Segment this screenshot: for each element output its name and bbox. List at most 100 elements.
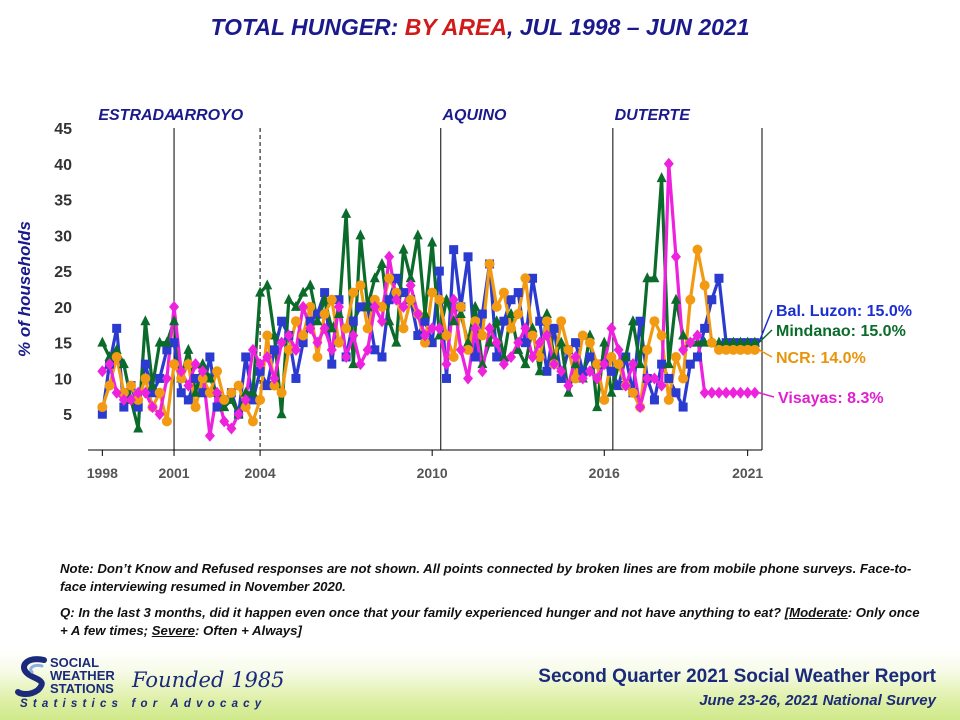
data-point-circle: [685, 294, 696, 305]
data-point-triangle: [398, 243, 409, 254]
x-tick-label: 2021: [732, 465, 763, 481]
footer-banner: SOCIAL WEATHER STATIONS Founded 1985 Sta…: [0, 650, 960, 720]
data-point-triangle: [721, 336, 732, 347]
data-point-diamond: [470, 322, 481, 335]
data-point-triangle: [549, 350, 560, 361]
data-point-diamond: [498, 358, 509, 371]
data-point-circle: [713, 344, 724, 355]
data-point-diamond: [369, 300, 380, 313]
data-point-triangle: [534, 365, 545, 376]
data-point-triangle: [627, 315, 638, 326]
y-tick-label: 15: [54, 336, 72, 353]
data-point-square: [678, 402, 688, 412]
data-point-diamond: [520, 322, 531, 335]
data-point-circle: [154, 387, 165, 398]
data-point-square: [255, 366, 265, 376]
data-point-square: [477, 309, 487, 319]
president-label: AQUINO: [442, 107, 508, 124]
org-name-line2: WEATHER: [50, 668, 115, 683]
data-point-circle: [240, 402, 251, 413]
data-point-square: [614, 381, 624, 391]
data-point-diamond: [434, 322, 445, 335]
series-end-label: Bal. Luzon: 15.0%: [776, 303, 912, 320]
data-point-circle: [333, 337, 344, 348]
data-point-square: [241, 352, 251, 362]
data-point-triangle: [649, 272, 660, 283]
data-point-circle: [527, 330, 538, 341]
data-point-square: [377, 352, 387, 362]
data-point-square: [248, 395, 258, 405]
data-point-diamond: [240, 393, 251, 406]
org-name: SOCIAL WEATHER STATIONS: [50, 656, 115, 695]
data-point-square: [348, 316, 358, 326]
data-point-diamond: [276, 336, 287, 349]
data-point-diamond: [692, 329, 703, 342]
data-point-circle: [169, 359, 180, 370]
data-point-circle: [592, 359, 603, 370]
data-point-triangle: [190, 386, 201, 397]
data-point-circle: [104, 380, 115, 391]
data-point-diamond: [161, 372, 172, 385]
data-point-triangle: [742, 336, 753, 347]
data-point-triangle: [556, 336, 567, 347]
data-point-triangle: [255, 286, 266, 297]
data-point-diamond: [713, 386, 724, 399]
data-point-square: [585, 352, 595, 362]
data-point-square: [212, 402, 222, 412]
president-label: ARROYO: [172, 107, 244, 124]
data-point-triangle: [463, 336, 474, 347]
data-point-square: [449, 245, 459, 255]
data-point-diamond: [735, 386, 746, 399]
data-point-triangle: [312, 315, 323, 326]
moderate-desc: : Only once + A few times;: [60, 605, 920, 638]
y-tick-label: 10: [54, 371, 72, 388]
data-point-diamond: [728, 386, 739, 399]
data-point-diamond: [670, 250, 681, 263]
data-point-square: [606, 366, 616, 376]
data-point-square: [183, 395, 193, 405]
data-point-diamond: [685, 336, 696, 349]
data-point-triangle: [678, 329, 689, 340]
data-point-triangle: [283, 293, 294, 304]
data-point-diamond: [506, 350, 517, 363]
data-point-diamond: [362, 343, 373, 356]
data-point-diamond: [355, 358, 366, 371]
data-point-diamond: [635, 401, 646, 414]
chart-title: TOTAL HUNGER: BY AREA, JUL 1998 – JUN 20…: [0, 14, 960, 41]
data-point-circle: [176, 373, 187, 384]
data-point-triangle: [670, 293, 681, 304]
data-point-diamond: [455, 343, 466, 356]
data-point-diamond: [577, 372, 588, 385]
moderate-term: Moderate: [789, 605, 848, 620]
data-point-square: [162, 345, 172, 355]
data-point-diamond: [204, 429, 215, 442]
data-point-circle: [678, 373, 689, 384]
report-subtitle: June 23-26, 2021 National Survey: [699, 692, 936, 709]
data-point-square: [556, 373, 566, 383]
data-point-diamond: [219, 415, 230, 428]
data-point-circle: [427, 287, 438, 298]
data-point-circle: [290, 316, 301, 327]
data-point-diamond: [599, 358, 610, 371]
data-point-diamond: [255, 358, 266, 371]
data-point-square: [298, 338, 308, 348]
data-point-circle: [656, 330, 667, 341]
data-point-circle: [570, 373, 581, 384]
sws-swirl-logo-icon: [15, 656, 47, 697]
data-point-circle: [541, 316, 552, 327]
data-point-square: [542, 366, 552, 376]
data-point-diamond: [384, 250, 395, 263]
data-point-triangle: [376, 257, 387, 268]
data-point-square: [198, 388, 208, 398]
y-tick-label: 35: [54, 193, 72, 210]
data-point-triangle: [692, 336, 703, 347]
data-point-triangle: [305, 279, 316, 290]
data-point-triangle: [369, 272, 380, 283]
data-point-circle: [721, 344, 732, 355]
data-point-square: [169, 338, 179, 348]
report-title: Second Quarter 2021 Social Weather Repor…: [538, 666, 936, 687]
data-point-triangle: [133, 422, 144, 433]
data-point-circle: [606, 351, 617, 362]
data-point-diamond: [534, 336, 545, 349]
data-point-circle: [491, 301, 502, 312]
